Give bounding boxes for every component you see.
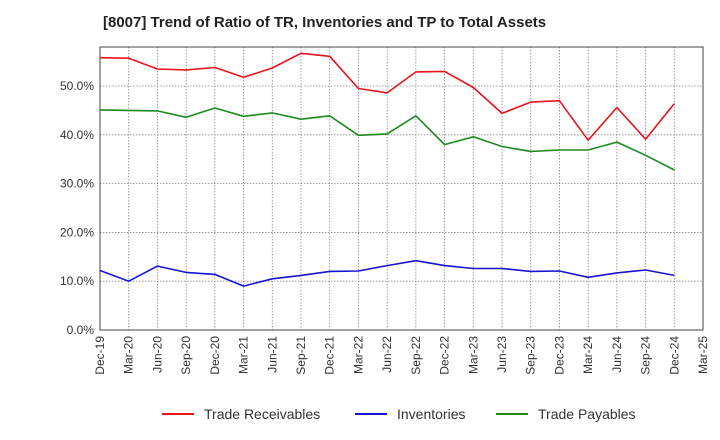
chart-title: [8007] Trend of Ratio of TR, Inventories… xyxy=(103,14,547,31)
legend-label: Trade Receivables xyxy=(204,406,320,422)
x-tick-label: Jun-20 xyxy=(150,336,164,373)
series-line-trade-receivables xyxy=(99,52,675,141)
x-tick-label: Mar-23 xyxy=(466,336,480,374)
y-tick-label: 0.0% xyxy=(67,323,95,337)
plot-frame xyxy=(99,46,704,331)
y-tick-label: 40.0% xyxy=(60,128,94,142)
y-tick-label: 50.0% xyxy=(60,79,94,93)
series-line-trade-payables xyxy=(99,107,675,171)
x-tick-label: Dec-19 xyxy=(93,336,107,375)
series-line-inventories xyxy=(99,259,675,287)
x-tick-label: Dec-24 xyxy=(667,336,681,375)
x-tick-label: Mar-21 xyxy=(237,336,251,374)
y-tick-label: 30.0% xyxy=(60,177,94,191)
x-tick-label: Sep-23 xyxy=(524,336,538,375)
x-tick-label: Jun-24 xyxy=(610,336,624,373)
x-tick-label: Jun-21 xyxy=(265,336,279,373)
x-tick-label: Mar-20 xyxy=(122,336,136,374)
x-tick-label: Dec-23 xyxy=(552,336,566,375)
x-tick-label: Jun-22 xyxy=(380,336,394,373)
x-tick-label: Sep-24 xyxy=(639,336,653,375)
x-tick-label: Sep-21 xyxy=(294,336,308,375)
x-tick-label: Dec-21 xyxy=(323,336,337,375)
x-tick-label: Mar-22 xyxy=(351,336,365,374)
legend-label: Trade Payables xyxy=(538,406,636,422)
x-tick-label: Sep-22 xyxy=(409,336,423,375)
x-tick-label: Dec-22 xyxy=(438,336,452,375)
x-tick-label: Mar-24 xyxy=(581,336,595,374)
x-tick-label: Dec-20 xyxy=(208,336,222,375)
legend-label: Inventories xyxy=(397,406,465,422)
y-tick-label: 10.0% xyxy=(60,274,94,288)
y-tick-label: 20.0% xyxy=(60,225,94,239)
x-tick-label: Mar-25 xyxy=(696,336,710,374)
x-tick-label: Jun-23 xyxy=(495,336,509,373)
x-tick-label: Sep-20 xyxy=(179,336,193,375)
